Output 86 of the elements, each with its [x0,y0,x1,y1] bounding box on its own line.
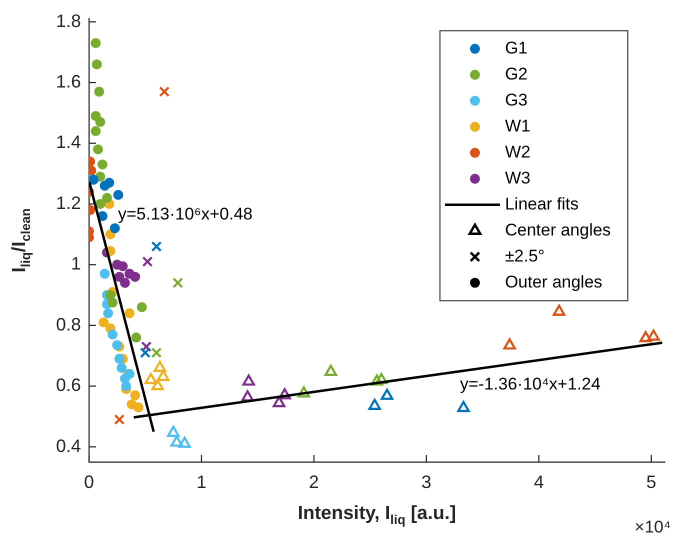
point [178,436,191,448]
legend-label: ±2.5° [504,246,545,266]
point [114,354,124,364]
x-tick-label: 3 [421,472,432,492]
x-tick-label: 5 [646,472,656,492]
point [457,400,470,412]
point [167,426,180,437]
y-tick-label: 1 [70,254,81,274]
point [324,364,338,376]
point [142,256,153,267]
point [124,308,134,318]
point [141,341,152,352]
point [114,414,125,425]
point [90,126,101,136]
point [100,180,110,191]
x-tick-label: 1 [196,472,206,492]
point [159,86,170,97]
point [113,190,124,200]
point [95,117,106,128]
point [130,390,140,400]
point [136,302,147,312]
x-tick-label: 4 [534,472,544,492]
point [90,38,101,48]
point [552,304,566,316]
point [154,360,166,372]
y-tick-label: 0.8 [56,314,81,334]
legend-label: G2 [504,64,528,84]
point [95,198,106,209]
point [131,332,142,343]
text: ×10⁴ [634,518,671,537]
point [110,223,120,234]
point [375,372,388,384]
point [120,278,130,288]
legend-label: Linear fits [504,194,579,214]
point [156,370,170,382]
point [92,59,102,70]
legend-label: W1 [504,116,530,136]
point [116,362,127,373]
y-tick-label: 0.4 [56,436,81,456]
y-tick-label: 0.6 [56,375,81,396]
annotation: y=-1.36·10⁴x+1.24 [460,374,601,394]
point [242,374,255,386]
point [172,278,184,288]
point [368,398,381,410]
legend-label: W3 [504,168,530,188]
point [100,268,110,279]
point [92,144,103,154]
point [370,374,384,386]
point [278,388,291,400]
point [97,160,108,170]
legend-label: G1 [504,38,528,58]
point [140,347,151,358]
point [151,241,162,252]
point [298,386,310,398]
legend-label: Outer angles [504,272,602,292]
y-tick-label: 1.4 [56,132,81,152]
point [647,330,660,341]
x-tick-label: 2 [308,472,319,492]
annotation: y=5.13·10⁶x+0.48 [118,204,253,224]
y-tick-label: 1.6 [56,72,81,92]
legend-label: Center angles [504,220,611,240]
point [170,435,184,447]
legend-label: W2 [504,142,530,162]
point [103,308,114,318]
point [94,86,104,97]
point [118,261,128,272]
point [108,330,118,340]
legend-label: G3 [504,90,528,110]
point [639,331,652,342]
point [130,272,140,282]
point [151,379,164,390]
point [144,372,158,384]
y-axis-title: Iliq/Iclean [9,208,34,273]
y-tick-label: 1.8 [56,10,81,31]
point [121,381,132,392]
y-tick-label: 1.2 [56,192,81,213]
x-tick-label: 0 [84,472,94,492]
point [151,347,162,358]
point [503,338,516,350]
point [98,317,109,328]
point [380,388,394,400]
point [241,390,254,402]
point [272,396,286,408]
point [133,402,144,412]
point [108,298,118,308]
point [102,192,112,203]
